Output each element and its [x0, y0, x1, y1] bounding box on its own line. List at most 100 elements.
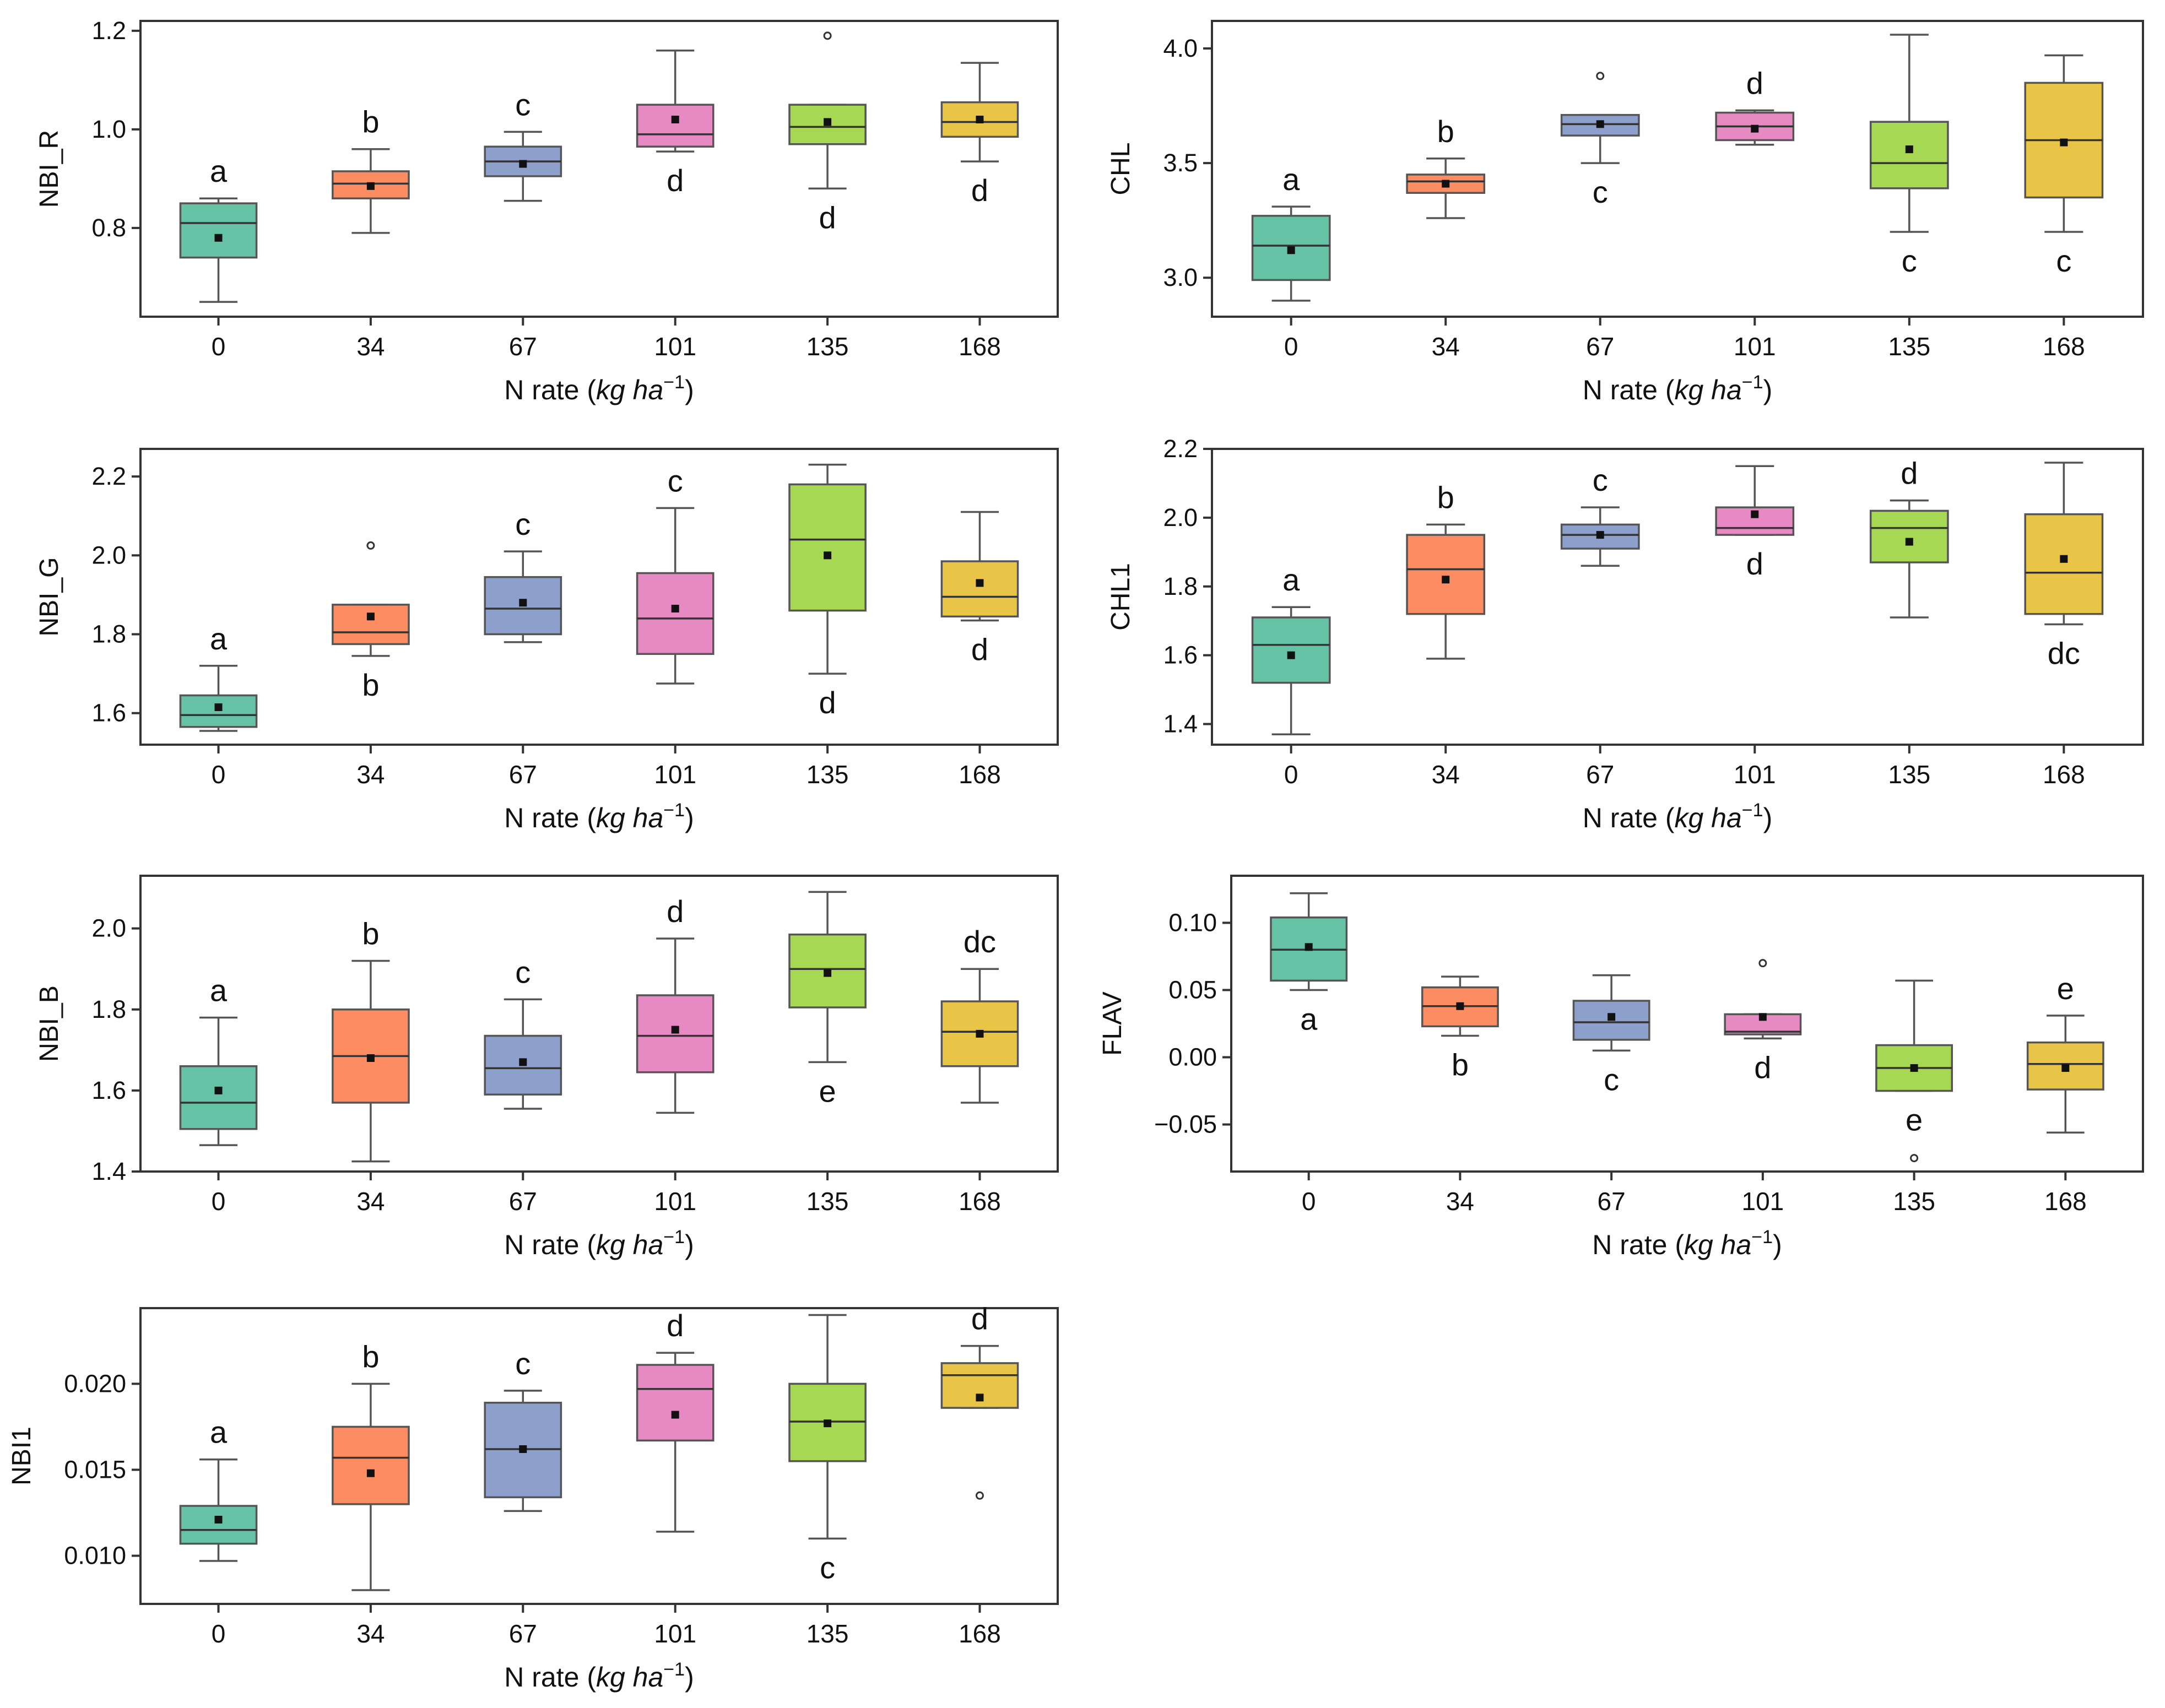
significance-letter: d — [667, 163, 684, 198]
box-34: b — [1421, 975, 1499, 1082]
x-tick-label: 34 — [356, 760, 385, 789]
significance-letter: c — [515, 955, 531, 989]
significance-letter: b — [1437, 480, 1454, 514]
box-body — [1869, 121, 1949, 189]
significance-letter: d — [667, 1308, 684, 1343]
x-axis-label-prefix: N rate ( — [1592, 1229, 1684, 1260]
x-axis-label: N rate (kg ha−1) — [1583, 372, 1772, 405]
x-axis-label-unit: kg ha — [596, 803, 663, 833]
x-tick-label: 0 — [212, 760, 226, 789]
box-body — [1406, 534, 1486, 615]
y-axis-label: FLAV — [1098, 991, 1127, 1055]
mean-marker — [824, 969, 832, 977]
x-tick-label: 101 — [1734, 760, 1776, 789]
box-34: b — [332, 916, 410, 1163]
x-tick-label: 101 — [654, 1187, 696, 1216]
significance-letter: d — [819, 685, 836, 720]
x-axis-label: N rate (kg ha−1) — [504, 1227, 694, 1260]
y-tick-label: 0.020 — [64, 1369, 126, 1397]
box-101: d — [1715, 66, 1795, 146]
y-axis-label: NBI_R — [35, 130, 64, 208]
y-tick-label: 0.05 — [1168, 975, 1217, 1004]
x-tick-label: 101 — [654, 1619, 696, 1648]
x-tick-label: 67 — [509, 1187, 537, 1216]
box-168: dc — [940, 924, 1019, 1104]
significance-letter: c — [515, 87, 531, 122]
mean-marker — [976, 1029, 984, 1038]
x-tick-label: 135 — [1893, 1187, 1935, 1216]
y-tick-label: 1.8 — [91, 620, 126, 648]
x-tick-label: 34 — [356, 1619, 385, 1648]
y-tick-label: 3.0 — [1163, 263, 1198, 291]
significance-letter: b — [362, 916, 379, 951]
mean-marker — [1751, 510, 1759, 518]
panel-flav: −0.05 0.00 0.05 0.10 FLAV 0 34 67 101 135 168 N rat… — [1098, 875, 2144, 1260]
x-tick-label: 168 — [959, 1187, 1001, 1216]
mean-marker — [519, 599, 527, 607]
y-axis-label: NBI_B — [35, 985, 64, 1062]
significance-letter: e — [2057, 971, 2074, 1006]
y-tick-label: 0.010 — [64, 1542, 126, 1570]
box-body — [332, 170, 410, 199]
y-tick-label: 1.8 — [1163, 572, 1198, 600]
x-axis-label-unit: kg ha — [1684, 1229, 1751, 1260]
x-axis-label-unit: kg ha — [596, 1662, 663, 1693]
box-body — [179, 1065, 258, 1130]
plot-frame — [139, 448, 1059, 746]
x-tick-label: 0 — [1302, 1187, 1316, 1216]
box-body — [1869, 509, 1949, 563]
box-body — [2024, 513, 2104, 615]
x-tick-label: 168 — [2044, 1187, 2087, 1216]
box-101: d — [1715, 465, 1795, 581]
x-tick-label: 135 — [1888, 760, 1930, 789]
x-axis-label-exponent: −1 — [663, 1659, 685, 1680]
mean-marker — [519, 1058, 527, 1066]
plot-frame — [139, 1307, 1059, 1605]
x-tick-label: 168 — [2043, 332, 2085, 361]
box-34: b — [332, 105, 410, 234]
x-axis-label-prefix: N rate ( — [1583, 803, 1675, 833]
significance-letter: d — [667, 894, 684, 929]
x-axis-label-prefix: N rate ( — [504, 375, 596, 405]
x-axis-label-suffix: ) — [685, 803, 694, 833]
mean-marker — [1758, 1013, 1767, 1021]
significance-letter: d — [1754, 1050, 1771, 1085]
x-tick-label: 135 — [807, 332, 849, 361]
mean-marker — [1596, 120, 1604, 128]
significance-letter: e — [1906, 1103, 1923, 1137]
y-tick-label: 1.2 — [91, 17, 126, 45]
significance-letter: d — [1901, 456, 1918, 491]
box-body — [940, 560, 1019, 618]
x-axis-label-suffix: ) — [685, 1662, 694, 1693]
plot-frame — [139, 20, 1059, 318]
significance-letter: c — [1593, 463, 1608, 497]
significance-letter: d — [1746, 66, 1763, 100]
x-tick-label: 101 — [654, 332, 696, 361]
box-0: a — [1251, 562, 1331, 736]
mean-marker — [214, 703, 223, 711]
box-168: c — [2024, 54, 2104, 278]
x-tick-label: 67 — [509, 1619, 537, 1648]
box-168: d — [940, 511, 1019, 666]
box-168: d — [940, 62, 1019, 208]
x-tick-label: 135 — [807, 1187, 849, 1216]
box-body — [332, 1425, 410, 1505]
y-tick-label: 1.0 — [91, 115, 126, 143]
significance-letter: c — [668, 463, 683, 498]
mean-marker — [2060, 555, 2068, 563]
x-tick-label: 67 — [1598, 1187, 1626, 1216]
x-axis-label-exponent: −1 — [1742, 372, 1763, 393]
y-tick-label: 1.6 — [1163, 641, 1198, 669]
box-0: a — [179, 1415, 258, 1562]
panel-nbi1: 0.010 0.015 0.020 NBI1 0 34 67 101 135 168 N rate … — [7, 1302, 1059, 1693]
x-axis-label-exponent: −1 — [1742, 800, 1763, 821]
box-67: c — [484, 955, 562, 1110]
y-tick-label: 0.015 — [64, 1455, 126, 1483]
significance-letter: b — [362, 668, 379, 702]
mean-marker — [1910, 1064, 1918, 1072]
y-axis-label: CHL1 — [1106, 563, 1135, 631]
mean-marker — [2061, 1064, 2070, 1072]
x-axis-label-unit: kg ha — [1674, 803, 1741, 833]
y-tick-label: 2.2 — [91, 462, 126, 490]
